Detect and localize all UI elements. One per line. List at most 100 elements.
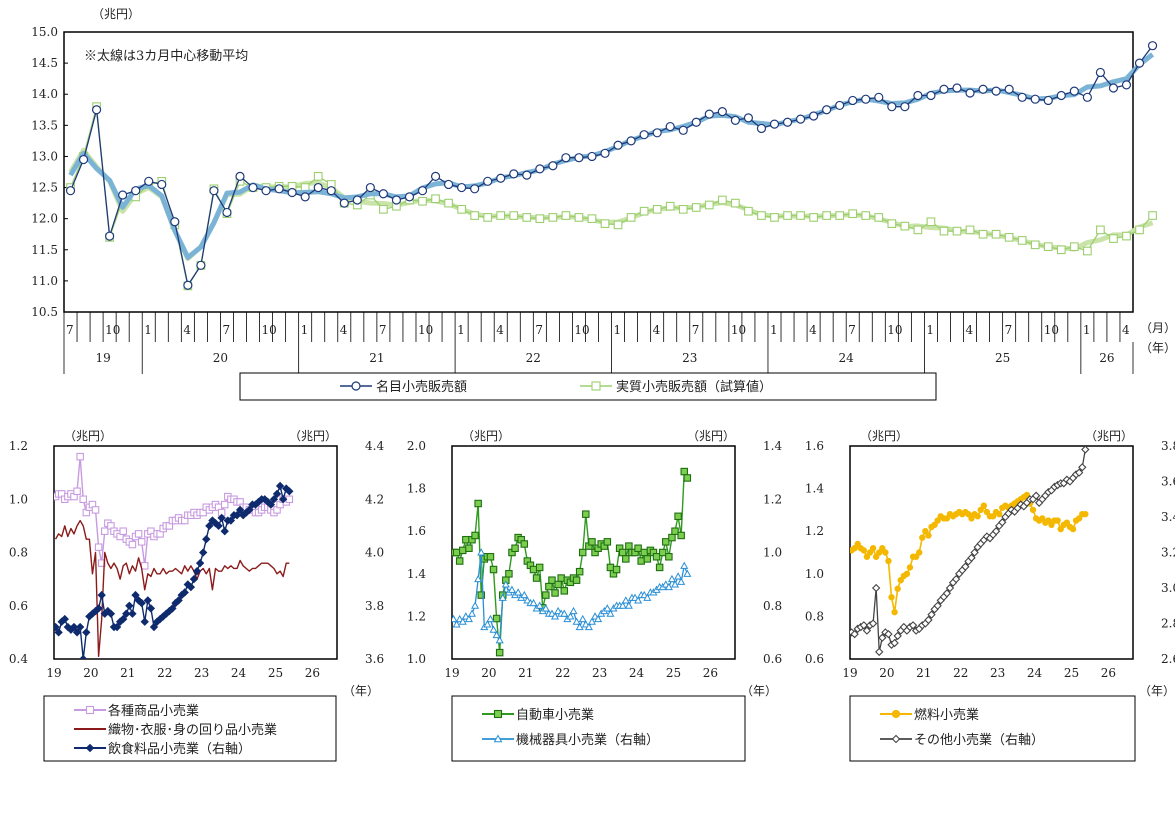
real-point <box>1069 242 1079 252</box>
year-tick-label: 23 <box>194 666 209 680</box>
food-point <box>174 596 183 605</box>
y-tick-label-left: 1.6 <box>805 439 824 453</box>
nominal-point <box>952 83 962 93</box>
y-tick-label-left: 0.8 <box>805 609 824 623</box>
fuel-point <box>1045 517 1052 524</box>
auto-point <box>455 557 464 565</box>
food-point <box>137 598 146 608</box>
year-tick-label: 26 <box>1099 351 1114 365</box>
general-point <box>94 543 103 551</box>
fuel-point <box>925 532 932 539</box>
machine-point <box>569 606 578 615</box>
auto-point <box>495 648 504 657</box>
year-tick-label: 22 <box>555 666 570 680</box>
food-point <box>205 521 214 531</box>
fuel-point <box>943 515 951 522</box>
year-tick-label: 19 <box>46 666 61 680</box>
machine-point <box>477 548 486 556</box>
auto-point <box>582 510 590 518</box>
y-tick-label-left: 1.2 <box>805 524 824 538</box>
auto-point <box>683 474 692 482</box>
machine-point <box>535 601 544 609</box>
series-nominal <box>65 41 1158 290</box>
real-point <box>991 229 1001 239</box>
legend-marker <box>493 734 503 743</box>
nominal-point <box>352 195 362 205</box>
other-point <box>967 553 976 563</box>
y-tick-label-right: 0.6 <box>763 652 782 666</box>
machine-point <box>464 614 473 623</box>
general-point <box>140 562 149 570</box>
nominal-point <box>365 182 375 193</box>
auto-point <box>557 574 565 582</box>
real-point <box>900 221 910 231</box>
y-tick-label-right: 3.2 <box>1161 546 1175 560</box>
nominal-point <box>1030 94 1040 104</box>
y-tick-label: 10.5 <box>31 305 58 319</box>
month-tick-label: 7 <box>66 323 74 337</box>
fuel-point <box>888 594 895 601</box>
machine-point <box>566 612 575 620</box>
y-tick-label: 14.5 <box>31 56 58 70</box>
year-tick-label: 20 <box>213 351 228 365</box>
nominal-point <box>1095 67 1106 78</box>
legend-nominal-marker <box>351 381 361 391</box>
food-point <box>168 604 177 613</box>
nominal-point <box>939 84 949 94</box>
machine-point <box>603 604 612 612</box>
other-point <box>961 562 970 571</box>
machine-point <box>520 590 529 599</box>
y-tick-label-right: 0.8 <box>763 599 782 613</box>
month-tick-label: 4 <box>653 323 661 337</box>
machine-point <box>529 598 538 607</box>
other-point <box>1078 463 1087 472</box>
auto-point <box>551 589 559 597</box>
y-tick-label-left: 1.6 <box>407 524 426 538</box>
real-point <box>1148 211 1157 220</box>
auto-point <box>532 574 541 582</box>
auto-point <box>674 512 682 521</box>
month-tick-label: 1 <box>926 323 934 337</box>
food-point <box>180 588 189 597</box>
bl-chart: 1.2 1.0 0.8 0.6 0.4 4.4 4.2 4.0 3.8 3.6 （兆円） （兆円） 19… <box>9 429 384 762</box>
machine-point <box>507 585 517 593</box>
legend-marker <box>85 743 95 753</box>
nominal-point <box>913 90 923 101</box>
bl-plot-frame <box>53 445 338 660</box>
real-point <box>1056 245 1066 255</box>
fuel-point <box>912 553 920 560</box>
real-point <box>561 211 571 220</box>
nominal-point <box>522 170 532 180</box>
year-tick-label: 25 <box>1064 666 1079 680</box>
month-tick-label: 7 <box>535 323 543 337</box>
machine-point <box>634 596 643 604</box>
fuel-point <box>876 549 883 556</box>
legend-label: その他小売業（右軸） <box>914 732 1044 748</box>
real-point <box>1083 246 1092 256</box>
machine-point <box>467 609 477 617</box>
nominal-point <box>496 173 506 183</box>
y-tick-label-right: 1.2 <box>763 492 782 506</box>
real-point <box>1043 242 1053 252</box>
year-axis-label: （年） <box>1140 341 1175 355</box>
real-point <box>1135 225 1144 235</box>
unit-right: （兆円） <box>687 429 735 443</box>
fuel-point <box>989 513 997 520</box>
unit-right: （兆円） <box>289 429 337 443</box>
month-tick-label: 4 <box>966 323 974 337</box>
other-point <box>890 638 899 648</box>
nominal-point <box>183 280 193 290</box>
food-point <box>69 622 79 632</box>
unit-right: （兆円） <box>1085 429 1133 443</box>
nominal-point <box>1069 86 1079 96</box>
machine-point <box>624 601 633 609</box>
general <box>54 452 294 570</box>
nominal-point <box>965 88 975 98</box>
y-tick-label-right: 2.6 <box>1161 652 1175 666</box>
nominal-point <box>704 109 714 119</box>
br-legend-box <box>849 695 1136 762</box>
ma-annotation: ※太線は3カ月中心移動平均 <box>84 48 248 64</box>
other-point <box>862 626 872 635</box>
